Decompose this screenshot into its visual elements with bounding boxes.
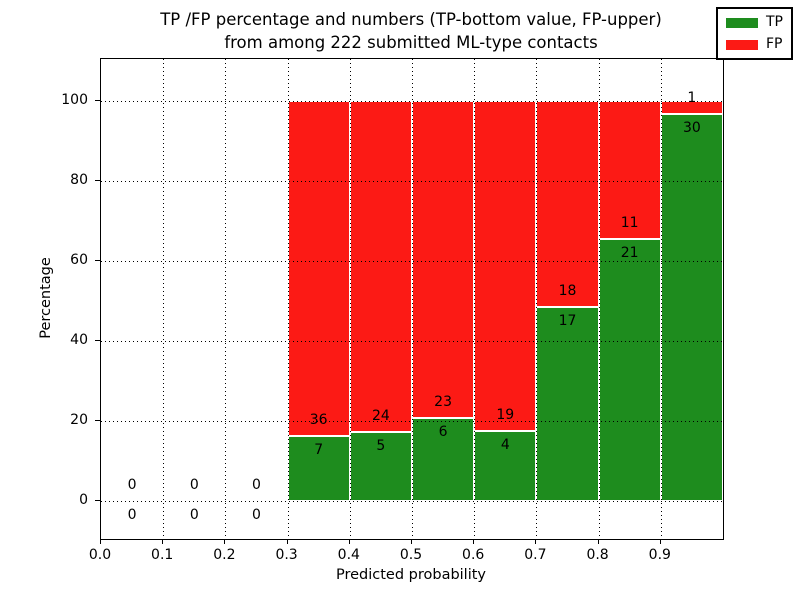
x-tick	[597, 539, 599, 544]
x-tick-label: 0.0	[88, 547, 112, 563]
gridline-vertical	[287, 59, 289, 539]
legend-entry-fp: FP	[726, 37, 783, 52]
x-tick	[162, 539, 164, 544]
gridline-vertical	[474, 59, 476, 539]
gridline-vertical	[598, 59, 600, 539]
gridline-vertical	[163, 59, 165, 539]
bar-segment-tp	[660, 113, 723, 501]
x-tick-label: 0.6	[462, 547, 485, 563]
tp-count-label: 6	[438, 424, 448, 441]
bar-segment-tp	[349, 432, 412, 501]
fp-count-label: 23	[434, 394, 452, 411]
gridline-vertical	[412, 59, 413, 539]
fp-count-label: 19	[496, 407, 515, 424]
x-tick-label: 0.1	[151, 547, 174, 563]
bar-segment-tp	[474, 431, 537, 501]
x-tick	[224, 539, 226, 544]
bar-segment-tp	[287, 435, 350, 501]
x-tick-label: 0.9	[648, 547, 671, 563]
x-tick-label: 0.4	[337, 547, 360, 563]
legend: TP FP	[716, 7, 793, 60]
fp-count-label: 0	[127, 477, 137, 493]
gridline-vertical	[225, 59, 227, 539]
legend-swatch-tp	[726, 17, 758, 28]
x-tick	[535, 539, 537, 544]
y-tick-label: 100	[61, 92, 88, 108]
legend-label-tp: TP	[766, 14, 783, 30]
legend-swatch-fp	[726, 39, 758, 50]
x-tick	[411, 539, 412, 544]
y-tick-label: 80	[70, 172, 88, 188]
gridline-vertical	[536, 59, 538, 539]
fp-count-label: 24	[371, 408, 390, 425]
x-tick-label: 0.2	[213, 547, 236, 563]
y-axis-label: Percentage	[38, 257, 54, 339]
y-tick-label: 20	[70, 412, 88, 428]
bar-segment-fp	[474, 101, 537, 432]
tp-count-label: 7	[314, 441, 324, 458]
y-tick-label: 0	[79, 492, 88, 508]
bar-segment-tp	[536, 306, 599, 501]
gridline-vertical	[660, 59, 662, 539]
bar-segment-fp	[412, 101, 475, 419]
legend-label-fp: FP	[766, 36, 783, 52]
tp-count-label: 0	[127, 507, 137, 523]
y-tick	[95, 420, 100, 421]
x-tick-label: 0.8	[586, 547, 609, 563]
x-tick	[348, 539, 350, 544]
bar-segment-fp	[287, 101, 350, 436]
x-tick	[286, 539, 288, 544]
bar-segment-fp	[349, 101, 412, 433]
y-tick-label: 60	[70, 252, 88, 268]
fp-count-label: 36	[309, 411, 328, 428]
fp-count-label: 18	[558, 282, 577, 299]
bar-segment-fp	[536, 101, 599, 307]
y-tick	[95, 260, 100, 261]
y-tick	[95, 340, 100, 341]
chart-title-line1: TP /FP percentage and numbers (TP-bottom…	[160, 10, 662, 29]
y-tick	[95, 500, 100, 501]
chart-title: TP /FP percentage and numbers (TP-bottom…	[100, 8, 722, 54]
x-tick	[100, 539, 101, 544]
chart-title-line2: from among 222 submitted ML-type contact…	[224, 33, 598, 52]
plot-area: 0 0 0 0 0 0 36 7 24 5 23 6 19 4 18 17 11 21 1 30	[100, 58, 724, 540]
tp-count-label: 30	[682, 119, 701, 136]
tp-count-label: 17	[558, 312, 577, 329]
gridline-vertical	[349, 59, 351, 539]
tp-count-label: 4	[500, 437, 510, 454]
fp-count-label: 11	[620, 214, 639, 231]
fp-count-label: 1	[687, 89, 697, 106]
fp-count-label: 0	[252, 477, 261, 493]
tp-count-label: 0	[189, 507, 199, 523]
x-tick-label: 0.7	[524, 547, 547, 563]
tp-count-label: 21	[620, 244, 639, 261]
x-tick-label: 0.5	[399, 547, 423, 563]
legend-entry-tp: TP	[726, 15, 783, 30]
bar-segment-tp	[598, 238, 661, 501]
tp-count-label: 0	[252, 507, 261, 523]
x-axis-label: Predicted probability	[335, 567, 487, 583]
x-tick	[473, 539, 475, 544]
tp-count-label: 5	[376, 438, 386, 455]
x-tick-label: 0.3	[275, 547, 298, 563]
y-tick	[95, 180, 100, 181]
y-tick-label: 40	[70, 332, 88, 348]
fp-count-label: 0	[189, 477, 199, 493]
x-tick	[659, 539, 661, 544]
y-tick	[95, 100, 100, 101]
